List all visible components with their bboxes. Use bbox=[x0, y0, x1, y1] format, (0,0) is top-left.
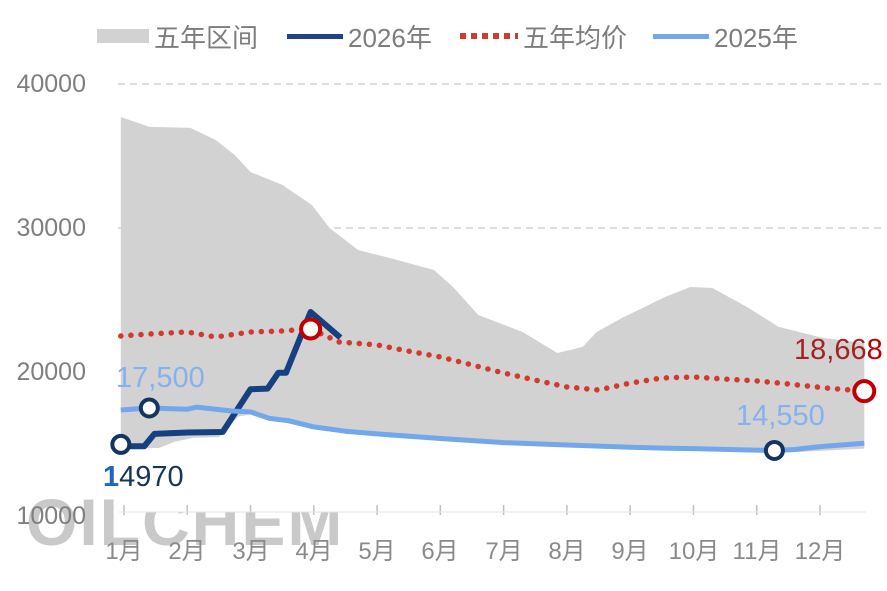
dotted-swatch-icon bbox=[460, 33, 518, 39]
label-2026-lead-digit: 1 bbox=[103, 461, 120, 493]
x-tick-jun: 6月 bbox=[421, 538, 459, 565]
x-tick-oct: 10月 bbox=[668, 538, 720, 565]
label-avg-tail-digit: 8 bbox=[866, 334, 883, 366]
point-marker-22990 bbox=[299, 317, 323, 341]
legend-item-2026: 2026年 bbox=[287, 20, 432, 53]
five-year-range-band bbox=[120, 117, 865, 453]
x-tick-nov: 11月 bbox=[732, 538, 782, 565]
x-tick-dec: 12月 bbox=[794, 538, 846, 565]
label-2026-rest: 4970 bbox=[119, 461, 184, 493]
legend-item-five-year-range: 五年区间 bbox=[97, 20, 259, 53]
label-2026-start-value: 14970 bbox=[103, 461, 184, 494]
line-swatch-icon bbox=[653, 33, 709, 39]
legend-label: 五年区间 bbox=[154, 22, 259, 53]
chart-legend: 五年区间 2026年 五年均价 2025年 bbox=[0, 20, 887, 53]
legend-item-five-year-average: 五年均价 bbox=[460, 20, 628, 53]
band-swatch-icon bbox=[97, 29, 149, 43]
label-2025-nov-value: 14,550 bbox=[736, 400, 825, 432]
line-swatch-icon bbox=[287, 33, 343, 39]
x-tick-apr: 4月 bbox=[295, 538, 333, 565]
legend-label: 2026年 bbox=[348, 22, 432, 53]
point-marker-14970 bbox=[110, 433, 132, 455]
label-avg-end-value: 18,668 bbox=[794, 334, 883, 367]
x-tick-may: 5月 bbox=[358, 538, 396, 565]
label-avg-head: 18,66 bbox=[794, 334, 867, 366]
x-tick-aug: 8月 bbox=[548, 538, 586, 565]
y-tick-10000: 10000 bbox=[16, 502, 86, 530]
x-tick-sep: 9月 bbox=[611, 538, 649, 565]
label-2025-jan-value: 17,500 bbox=[116, 362, 205, 394]
y-tick-20000: 20000 bbox=[16, 358, 86, 386]
point-marker-18668 bbox=[852, 379, 877, 404]
legend-label: 五年均价 bbox=[523, 22, 628, 53]
x-tick-mar: 3月 bbox=[232, 538, 270, 565]
point-marker-14550 bbox=[763, 439, 785, 461]
series-line-2025年 bbox=[120, 404, 865, 453]
y-tick-30000: 30000 bbox=[16, 214, 86, 242]
legend-item-2025: 2025年 bbox=[653, 20, 798, 53]
x-tick-jan: 1月 bbox=[105, 538, 143, 565]
legend-label: 2025年 bbox=[714, 22, 798, 53]
y-tick-40000: 40000 bbox=[16, 70, 86, 98]
series-line-五年均价 bbox=[118, 326, 868, 394]
x-tick-jul: 7月 bbox=[485, 538, 523, 565]
x-tick-feb: 2月 bbox=[168, 538, 206, 565]
point-marker-17500 bbox=[138, 397, 160, 419]
